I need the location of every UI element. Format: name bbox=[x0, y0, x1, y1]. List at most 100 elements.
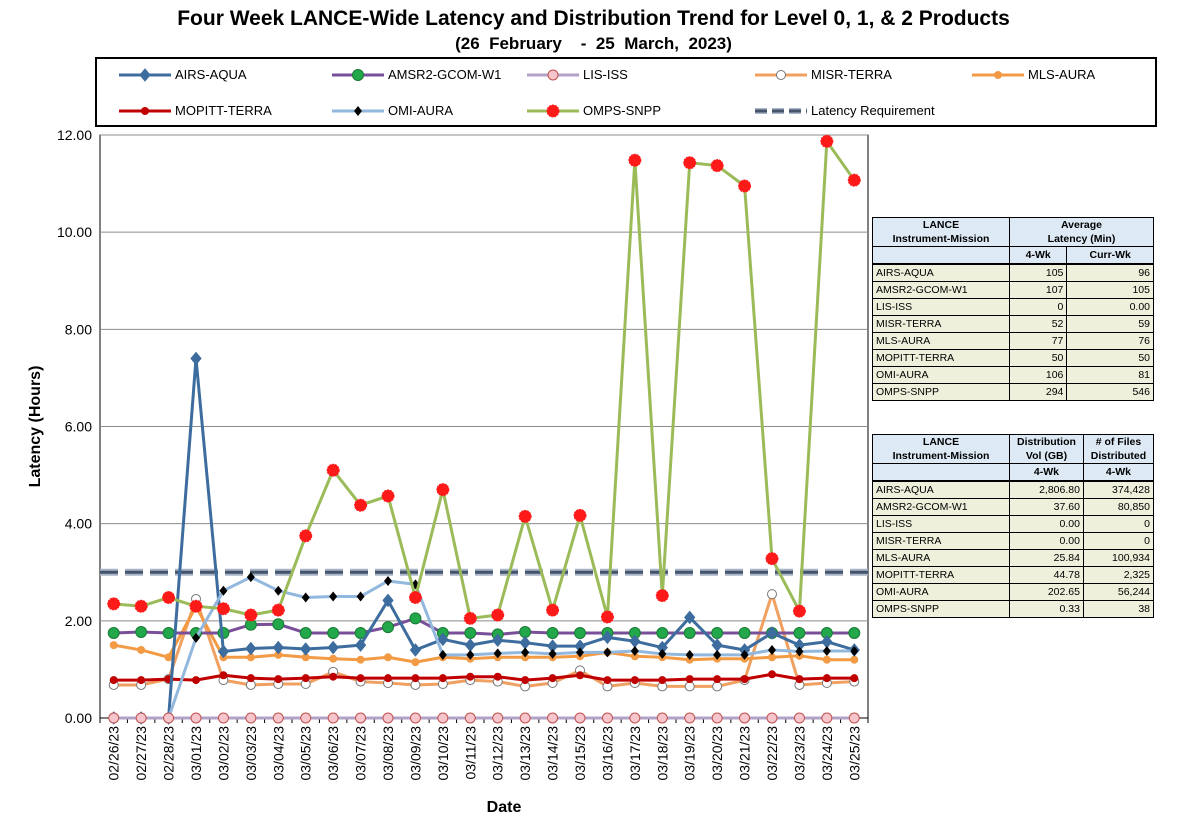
x-tick-label: 03/03/23 bbox=[243, 726, 259, 781]
data-point bbox=[519, 712, 531, 724]
row-instrument: MISR-TERRA bbox=[872, 315, 1010, 333]
x-tick-label: 03/17/23 bbox=[627, 726, 643, 781]
data-point bbox=[163, 712, 175, 724]
x-tick-label: 03/14/23 bbox=[545, 726, 561, 781]
data-point bbox=[384, 674, 392, 683]
row-instrument: LIS-ISS bbox=[872, 298, 1010, 316]
series-lis-iss bbox=[108, 712, 860, 724]
table-row: OMI-AURA 106 81 bbox=[872, 366, 1154, 384]
data-point bbox=[740, 675, 749, 684]
data-point bbox=[354, 498, 368, 512]
data-point bbox=[601, 712, 613, 724]
latency-table: LANCE Instrument-Mission Average Latency (… bbox=[872, 217, 1154, 401]
row-value: 107 bbox=[1008, 281, 1068, 299]
data-point bbox=[574, 626, 586, 639]
table-row: OMI-AURA 202.65 56,244 bbox=[872, 583, 1155, 601]
data-point bbox=[217, 644, 230, 659]
series-line bbox=[113, 616, 855, 636]
data-point bbox=[246, 572, 255, 583]
data-point bbox=[272, 618, 285, 631]
data-point bbox=[767, 589, 777, 600]
data-point bbox=[408, 591, 422, 605]
data-point bbox=[847, 173, 861, 187]
row-instrument: MOPITT-TERRA bbox=[872, 349, 1010, 367]
data-point bbox=[768, 644, 776, 655]
data-point bbox=[411, 674, 420, 683]
table-row: LIS-ISS 0 0.00 bbox=[872, 298, 1154, 316]
row-instrument: MOPITT-TERRA bbox=[872, 566, 1010, 584]
data-point bbox=[466, 649, 475, 660]
data-point bbox=[765, 552, 779, 566]
x-tick-label: 03/11/23 bbox=[462, 726, 478, 780]
data-point bbox=[850, 655, 859, 664]
row-value: 25.84 bbox=[1009, 549, 1084, 567]
row-value: 76 bbox=[1066, 332, 1154, 350]
data-point bbox=[355, 712, 367, 724]
x-tick-label: 03/16/23 bbox=[599, 726, 615, 781]
data-point bbox=[300, 712, 312, 724]
x-tick-label: 02/28/23 bbox=[161, 726, 177, 781]
row-value: 106 bbox=[1008, 366, 1068, 384]
data-point bbox=[438, 649, 447, 660]
data-point bbox=[162, 591, 176, 605]
data-point bbox=[272, 712, 284, 724]
lat-header-currwk: Curr-Wk bbox=[1066, 246, 1154, 265]
row-value: 81 bbox=[1066, 366, 1154, 384]
series-line bbox=[113, 672, 855, 682]
table-row: OMPS-SNPP 294 546 bbox=[872, 383, 1154, 401]
x-tick-label: 03/12/23 bbox=[490, 726, 506, 781]
x-tick-label: 03/07/23 bbox=[353, 726, 369, 781]
series-line bbox=[113, 356, 855, 720]
x-tick-label: 03/21/23 bbox=[737, 726, 753, 781]
row-value: 50 bbox=[1008, 349, 1068, 367]
data-point bbox=[437, 632, 449, 647]
x-tick-label: 03/10/23 bbox=[435, 726, 451, 781]
data-point bbox=[710, 159, 724, 173]
data-point bbox=[574, 712, 586, 724]
data-point bbox=[409, 612, 422, 625]
legend-label: AMSR2-GCOM-W1 bbox=[388, 67, 502, 82]
data-point bbox=[629, 712, 641, 724]
row-value: 50 bbox=[1066, 349, 1154, 367]
x-tick-label: 03/02/23 bbox=[215, 726, 231, 781]
data-point bbox=[245, 712, 257, 724]
data-point bbox=[848, 712, 860, 724]
data-point bbox=[685, 649, 694, 660]
data-point bbox=[326, 463, 340, 477]
dist-header-files: # of Files Distributed bbox=[1082, 434, 1155, 464]
y-tick-label: 2.00 bbox=[65, 613, 92, 629]
x-tick-label: 03/20/23 bbox=[709, 726, 725, 781]
row-instrument: LIS-ISS bbox=[872, 515, 1010, 533]
data-point bbox=[713, 649, 722, 660]
x-tick-label: 03/13/23 bbox=[517, 726, 533, 781]
x-tick-label: 03/24/23 bbox=[819, 726, 835, 781]
data-point bbox=[141, 107, 149, 115]
data-point bbox=[466, 672, 475, 681]
y-tick-label: 10.00 bbox=[57, 224, 92, 240]
row-value: 0.00 bbox=[1009, 515, 1084, 533]
data-point bbox=[244, 608, 258, 622]
data-point bbox=[436, 483, 450, 497]
data-point bbox=[327, 712, 339, 724]
data-point bbox=[356, 655, 365, 664]
data-point bbox=[683, 156, 697, 170]
data-point bbox=[656, 626, 669, 639]
data-point bbox=[573, 508, 587, 522]
legend-label: MISR-TERRA bbox=[811, 67, 892, 82]
data-point bbox=[600, 610, 614, 624]
dist-header-blank bbox=[872, 463, 1010, 482]
row-value: 0.00 bbox=[1009, 532, 1084, 550]
data-point bbox=[409, 643, 422, 657]
table-row: MLS-AURA 25.84 100,934 bbox=[872, 549, 1155, 567]
dist-header-instrument: LANCE Instrument-Mission bbox=[872, 434, 1010, 464]
data-point bbox=[352, 69, 364, 81]
row-value: 0 bbox=[1008, 298, 1068, 316]
data-point bbox=[822, 645, 831, 656]
dist-header-volume: Distribution Vol (GB) bbox=[1009, 434, 1084, 464]
data-point bbox=[301, 653, 310, 662]
data-point bbox=[272, 640, 284, 655]
data-point bbox=[299, 529, 313, 543]
data-point bbox=[603, 676, 612, 685]
data-point bbox=[822, 674, 831, 683]
data-point bbox=[107, 597, 121, 611]
